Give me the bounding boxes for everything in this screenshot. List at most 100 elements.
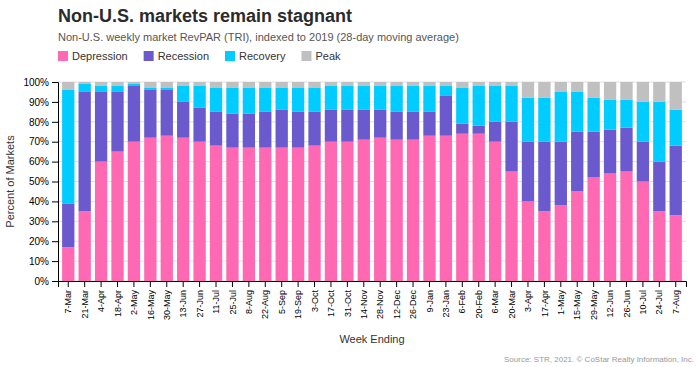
bar xyxy=(144,138,156,281)
x-tick-label: 4-Apr xyxy=(96,290,106,312)
bar xyxy=(144,82,156,88)
bar xyxy=(538,142,550,212)
bar xyxy=(505,122,517,172)
x-tick-label: 2-May xyxy=(129,290,139,316)
x-tick-mark xyxy=(216,281,217,287)
bar xyxy=(505,86,517,122)
x-tick: 11-Jul xyxy=(211,281,221,314)
bar xyxy=(341,142,353,281)
x-tick: 17-Apr xyxy=(540,281,550,317)
bar xyxy=(226,82,238,88)
bar xyxy=(653,102,665,162)
y-tick-label: 50% xyxy=(29,176,49,187)
x-tick: 12-Jun xyxy=(605,281,615,318)
bar xyxy=(341,86,353,110)
bar xyxy=(555,82,567,92)
x-tick-mark xyxy=(330,281,331,287)
bar xyxy=(210,146,222,281)
chart: Non-U.S. markets remain stagnantNon-U.S.… xyxy=(0,0,700,367)
bar xyxy=(210,82,222,88)
bar xyxy=(177,138,189,281)
bar xyxy=(637,142,649,182)
x-tick-mark xyxy=(117,281,118,287)
x-tick-label: 26-Jun xyxy=(622,290,632,318)
x-tick-mark xyxy=(101,281,102,287)
x-tick: 20-Mar xyxy=(507,281,517,319)
x-tick-label: 19-Sep xyxy=(293,290,303,319)
legend-item: Peak xyxy=(301,50,341,62)
bar xyxy=(259,148,271,281)
x-tick-mark xyxy=(511,281,512,287)
bar xyxy=(423,136,435,281)
x-tick-mark xyxy=(659,281,660,287)
x-tick-mark xyxy=(265,281,266,287)
bar xyxy=(407,86,419,112)
bar xyxy=(555,142,567,206)
bar xyxy=(128,82,140,84)
grid xyxy=(58,82,686,281)
legend: DepressionRecessionRecoveryPeak xyxy=(58,50,341,62)
x-tick-mark xyxy=(610,281,611,287)
x-tick-label: 11-Jul xyxy=(211,290,221,314)
bar xyxy=(522,98,534,142)
y-tick-label: 70% xyxy=(29,136,49,147)
x-tick: 5-Sep xyxy=(277,281,287,314)
x-tick-mark xyxy=(199,281,200,287)
bar xyxy=(440,82,452,86)
bar xyxy=(62,203,74,247)
y-tick: 30% xyxy=(29,216,58,227)
bar xyxy=(177,102,189,138)
y-tick: 50% xyxy=(29,176,58,187)
x-tick-label: 7-Aug xyxy=(671,290,681,314)
bar xyxy=(423,82,435,86)
bar xyxy=(95,162,107,281)
bar xyxy=(587,98,599,132)
x-tick: 27-Jun xyxy=(195,281,205,318)
bar xyxy=(620,82,632,100)
bar xyxy=(128,84,140,86)
x-tick-mark xyxy=(413,281,414,287)
bars xyxy=(62,82,682,281)
x-tick-label: 3-Oct xyxy=(310,290,320,313)
x-tick-mark xyxy=(626,281,627,287)
legend-label: Peak xyxy=(315,50,341,62)
x-tick-label: 20-Feb xyxy=(474,290,484,319)
annotation: Source: STR, 2021. © CoStar Realty Infor… xyxy=(504,355,694,364)
bar xyxy=(193,86,205,108)
x-tick-label: 31-Oct xyxy=(343,290,353,318)
bar xyxy=(276,88,288,110)
x-tick-mark xyxy=(363,281,364,287)
bar xyxy=(620,172,632,281)
y-tick: 0% xyxy=(35,276,58,287)
y-tick-mark xyxy=(52,122,58,123)
bar xyxy=(637,182,649,282)
x-tick: 12-Dec xyxy=(392,281,402,319)
x-tick-label: 18-Apr xyxy=(113,290,123,317)
x-tick-label: 9-Jan xyxy=(425,290,435,313)
bar xyxy=(79,84,91,92)
bar-series xyxy=(62,84,682,203)
y-tick-label: 20% xyxy=(29,236,49,247)
bar xyxy=(243,114,255,148)
bar xyxy=(177,86,189,102)
x-tick-label: 26-Dec xyxy=(408,290,418,320)
bar xyxy=(226,114,238,148)
bar xyxy=(144,90,156,138)
x-tick: 23-Jan xyxy=(441,281,451,318)
x-tick: 7-Mar xyxy=(63,281,73,314)
bar xyxy=(79,211,91,281)
bar xyxy=(637,82,649,102)
x-tick-mark xyxy=(380,281,381,287)
y-tick-label: 60% xyxy=(29,156,49,167)
y-tick-mark xyxy=(52,142,58,143)
x-tick: 9-Jan xyxy=(425,281,435,313)
bar xyxy=(292,82,304,88)
x-tick-mark xyxy=(281,281,282,287)
bar xyxy=(128,86,140,142)
bar xyxy=(571,92,583,132)
bar xyxy=(440,96,452,136)
bar xyxy=(423,112,435,136)
x-tick-mark xyxy=(298,281,299,287)
bar xyxy=(325,110,337,142)
x-axis-line xyxy=(59,282,687,288)
